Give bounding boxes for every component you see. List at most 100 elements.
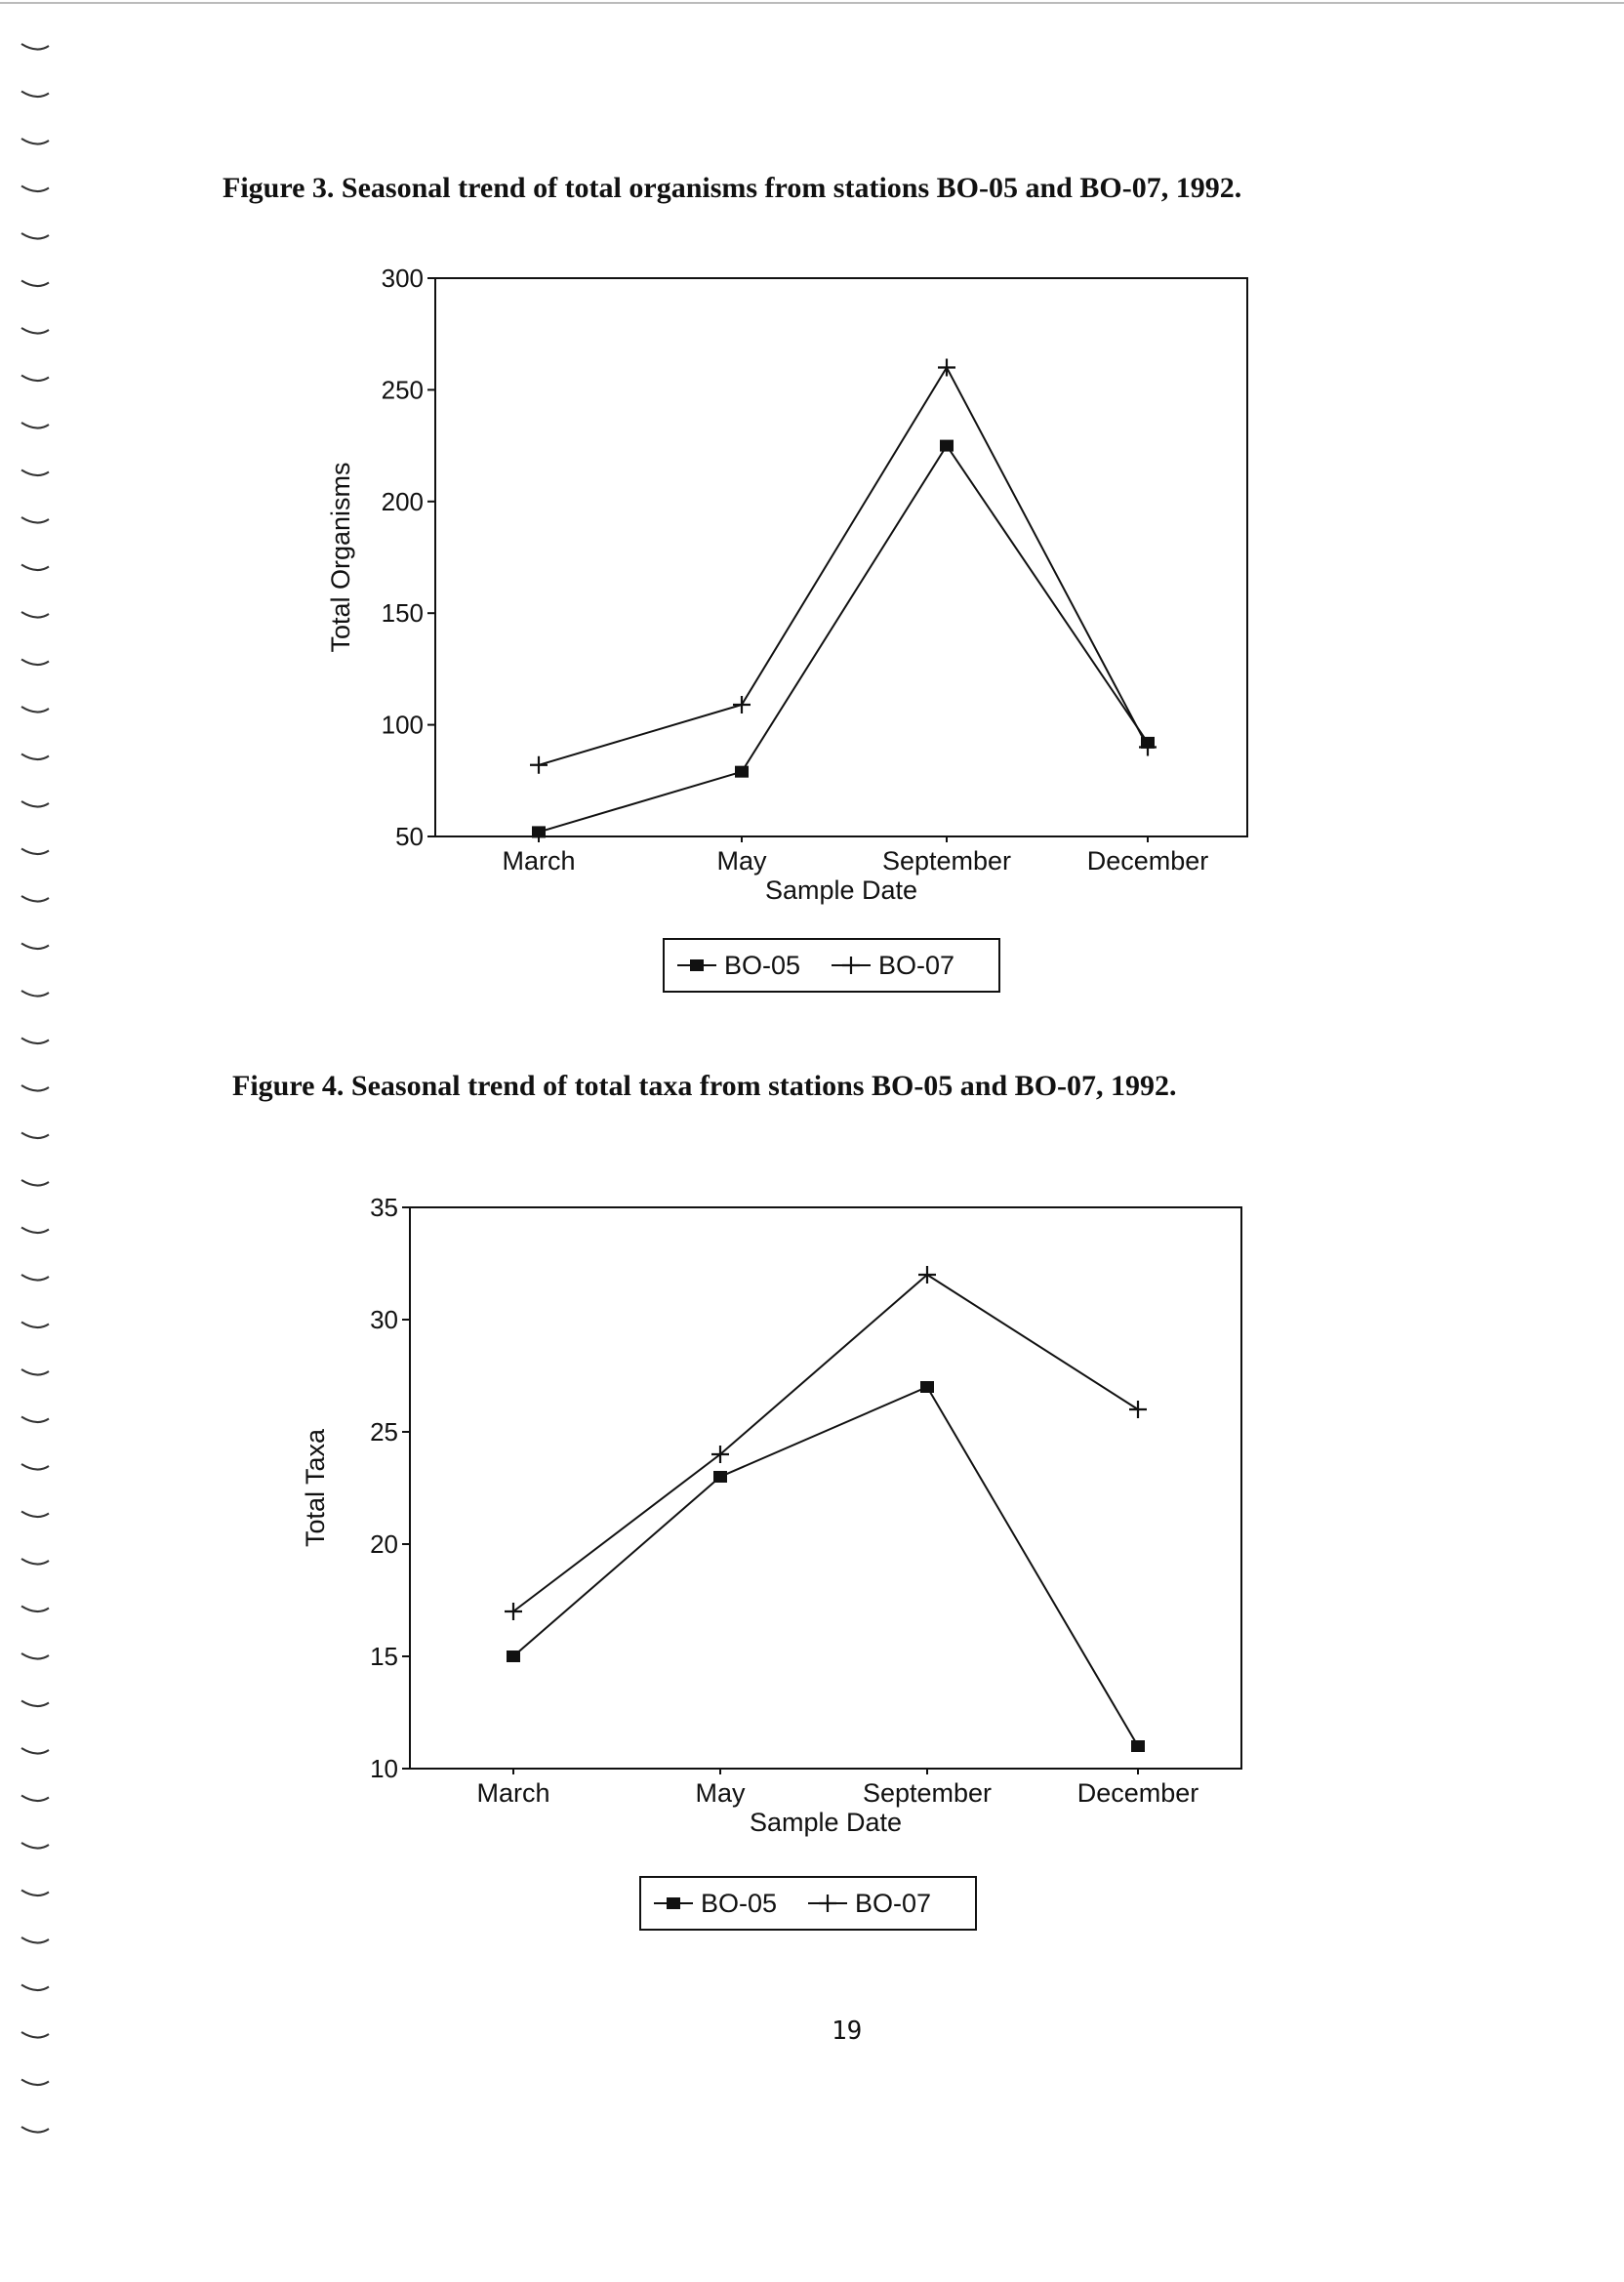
y-tick-label: 10: [370, 1754, 398, 1783]
binding-mark: [20, 706, 50, 713]
point-bo-05: [920, 1381, 934, 1393]
binding-mark: [20, 43, 50, 51]
binding-mark: [20, 1415, 50, 1423]
point-bo-05: [532, 826, 546, 838]
legend-marker: [842, 957, 860, 974]
y-tick-label: 30: [370, 1305, 398, 1334]
y-tick-label: 35: [370, 1193, 398, 1222]
point-bo-05: [507, 1650, 520, 1662]
y-axis-label: Total Organisms: [326, 462, 355, 652]
figure-3-title: Figure 3. Seasonal trend of total organi…: [223, 172, 1242, 204]
point-bo-07: [1139, 738, 1157, 756]
point-bo-07: [1129, 1401, 1147, 1418]
point-bo-07: [938, 358, 955, 377]
binding-mark: [20, 1321, 50, 1328]
binding-mark: [20, 1747, 50, 1755]
binding-mark: [20, 184, 50, 192]
binding-mark: [20, 753, 50, 760]
binding-mark: [20, 1983, 50, 1991]
point-bo-07: [530, 755, 548, 774]
point-bo-07: [711, 1446, 729, 1463]
legend-label-bo-05: BO-05: [701, 1889, 777, 1918]
x-tick-label: September: [882, 846, 1011, 876]
binding-mark: [20, 1368, 50, 1376]
legend-label-bo-07: BO-07: [878, 951, 954, 980]
binding-mark: [20, 516, 50, 524]
binding-mark: [20, 327, 50, 335]
y-tick-label: 100: [382, 711, 424, 740]
binding-mark: [20, 2126, 50, 2134]
page-number: 19: [832, 2017, 863, 2046]
binding-mark: [20, 232, 50, 240]
x-tick-label: May: [716, 846, 767, 876]
binding-mark: [20, 90, 50, 98]
legend-label-bo-05: BO-05: [724, 951, 800, 980]
binding-mark: [20, 2078, 50, 2086]
legend-marker: [819, 1895, 836, 1912]
y-tick-label: 25: [370, 1417, 398, 1447]
series-line-bo-05: [538, 443, 1149, 834]
y-tick-label: 150: [382, 598, 424, 628]
binding-mark: [20, 658, 50, 666]
binding-mark: [20, 1889, 50, 1896]
binding-mark: [20, 1084, 50, 1092]
x-tick-label: March: [502, 846, 575, 876]
binding-mark: [20, 374, 50, 382]
binding-mark: [20, 1510, 50, 1518]
point-bo-07: [918, 1266, 936, 1284]
binding-mark: [20, 1558, 50, 1566]
binding-mark: [20, 895, 50, 903]
binding-mark: [20, 469, 50, 476]
binding-mark: [20, 422, 50, 429]
binding-holes: [20, 43, 50, 2134]
point-bo-05: [940, 439, 954, 452]
binding-mark: [20, 1226, 50, 1234]
plot-frame: [409, 1206, 1242, 1770]
binding-mark: [20, 1936, 50, 1944]
top-rule: [0, 2, 1624, 4]
binding-mark: [20, 1794, 50, 1802]
binding-mark: [20, 1179, 50, 1187]
series-line-bo-05: [512, 1385, 1139, 1747]
y-tick-label: 300: [382, 264, 424, 293]
x-tick-label: March: [476, 1778, 549, 1808]
binding-mark: [20, 1131, 50, 1139]
binding-mark: [20, 1652, 50, 1660]
y-tick-label: 200: [382, 487, 424, 516]
binding-mark: [20, 847, 50, 855]
binding-mark: [20, 1037, 50, 1044]
x-tick-label: May: [695, 1778, 746, 1808]
binding-mark: [20, 279, 50, 287]
y-tick-label: 15: [370, 1642, 398, 1671]
binding-mark: [20, 2031, 50, 2039]
x-axis-label: Sample Date: [765, 876, 917, 905]
y-tick-label: 20: [370, 1529, 398, 1559]
point-bo-07: [505, 1603, 522, 1620]
binding-mark: [20, 611, 50, 619]
y-tick-label: 250: [382, 375, 424, 404]
series-line-bo-07: [512, 1273, 1139, 1612]
binding-mark: [20, 563, 50, 571]
binding-mark: [20, 942, 50, 950]
figure-4-title: Figure 4. Seasonal trend of total taxa f…: [232, 1070, 1177, 1102]
binding-mark: [20, 1605, 50, 1612]
y-tick-label: 50: [395, 822, 424, 851]
y-axis-label: Total Taxa: [301, 1428, 330, 1547]
x-tick-label: December: [1087, 846, 1209, 876]
series-line-bo-07: [538, 365, 1149, 766]
point-bo-05: [735, 765, 749, 778]
legend-label-bo-07: BO-07: [855, 1889, 931, 1918]
x-tick-label: December: [1077, 1778, 1199, 1808]
figure-4-plot: 10 15 20 25 30 35 March May September December Sam…: [301, 1193, 1242, 1931]
x-tick-label: September: [863, 1778, 992, 1808]
binding-mark: [20, 990, 50, 998]
x-axis-label: Sample Date: [750, 1808, 902, 1837]
plot-frame: [434, 277, 1248, 837]
binding-mark: [20, 1842, 50, 1850]
point-bo-05: [713, 1471, 727, 1483]
legend-marker: [690, 959, 704, 971]
binding-mark: [20, 1699, 50, 1707]
binding-mark: [20, 800, 50, 808]
binding-mark: [20, 1274, 50, 1282]
